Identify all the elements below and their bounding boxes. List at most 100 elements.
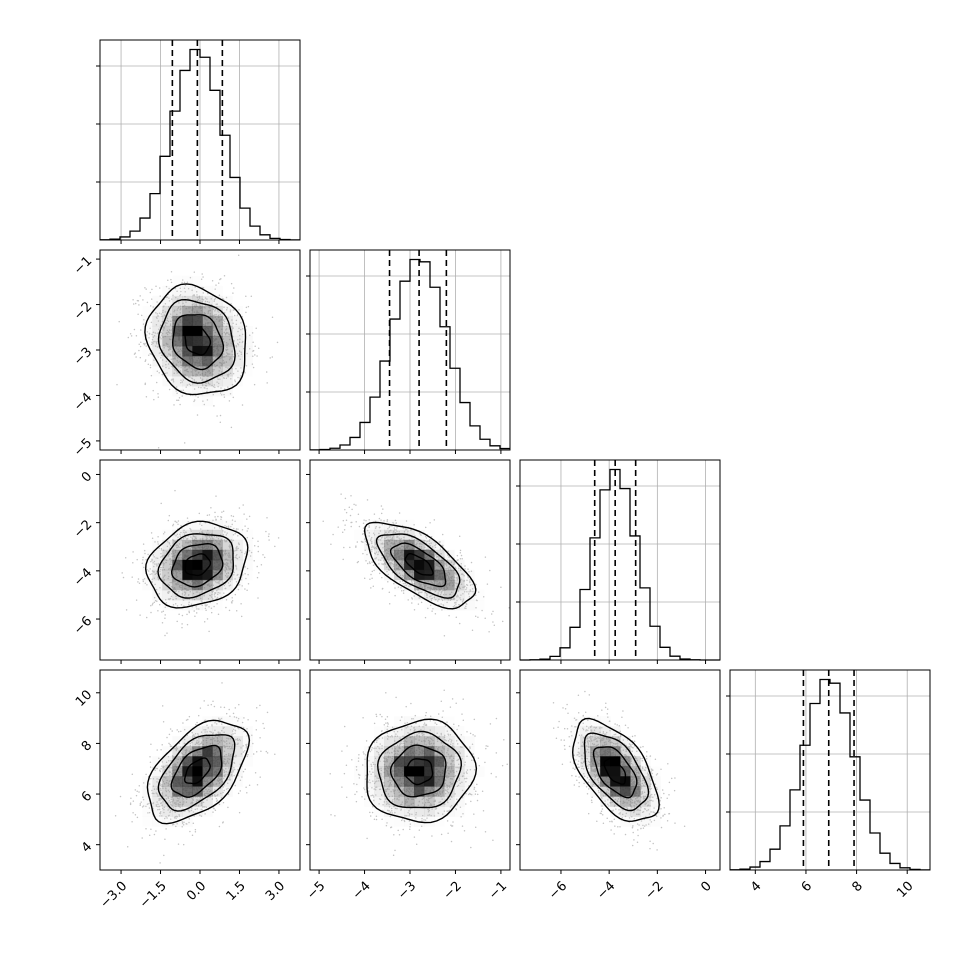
density-cell	[414, 796, 425, 807]
density-cell	[580, 726, 591, 737]
density-cell	[182, 385, 193, 397]
density-cell	[162, 355, 173, 367]
density-cell	[232, 355, 243, 367]
density-cell	[202, 726, 213, 737]
density-cell	[232, 736, 243, 747]
density-cell	[434, 559, 445, 571]
density-cell	[152, 796, 163, 807]
density-cell	[212, 569, 223, 581]
density-cell	[162, 529, 173, 541]
density-cell	[192, 365, 203, 377]
density-cell	[414, 529, 425, 541]
density-cell	[242, 355, 253, 367]
density-cell	[192, 589, 203, 601]
density-cell	[570, 726, 581, 737]
density-cell	[424, 766, 435, 777]
density-cell	[454, 589, 465, 601]
density-cell	[222, 335, 233, 347]
y-tick-label: −5	[71, 436, 95, 460]
y-tick-label: −4	[71, 566, 95, 590]
density-cell	[404, 726, 415, 737]
density-cell	[434, 766, 445, 777]
density-cell	[212, 365, 223, 377]
x-tick-label: −3	[395, 879, 419, 903]
density-cell	[182, 816, 193, 827]
density-cell	[172, 796, 183, 807]
density-cell	[384, 776, 395, 787]
density-cell	[172, 539, 183, 551]
density-cell	[232, 529, 243, 541]
x-tick-label: −4	[350, 879, 374, 903]
density-cell	[192, 796, 203, 807]
density-cell	[630, 796, 641, 807]
density-cell	[192, 385, 203, 397]
density-cell	[232, 519, 243, 531]
density-cell	[610, 796, 621, 807]
density-cell	[182, 776, 193, 787]
density-cell	[404, 549, 415, 561]
density-cell	[182, 285, 193, 297]
density-cell	[620, 806, 631, 817]
density-cell	[404, 519, 415, 531]
density-cell	[414, 766, 425, 777]
density-cell	[394, 786, 405, 797]
density-cell	[404, 786, 415, 797]
density-cell	[222, 716, 233, 727]
density-cell	[192, 305, 203, 317]
density-cell	[610, 746, 621, 757]
contour-0	[184, 757, 211, 785]
density-cell	[364, 519, 375, 531]
density-cell	[384, 816, 395, 827]
density-cell	[222, 385, 233, 397]
density-cell	[232, 776, 243, 787]
x-tick-label: −2	[642, 879, 666, 903]
density-cell	[212, 716, 223, 727]
density-cell	[152, 305, 163, 317]
x-tick-label: 0	[698, 879, 714, 895]
density-cell	[212, 786, 223, 797]
density-cell	[242, 325, 253, 337]
density-cell	[202, 589, 213, 601]
density-cell	[202, 385, 213, 397]
density-cell	[464, 736, 475, 747]
density-cell	[222, 746, 233, 757]
density-cell	[424, 816, 435, 827]
density-cell	[394, 806, 405, 817]
density-cell	[374, 726, 385, 737]
density-cell	[142, 806, 153, 817]
density-cell	[212, 589, 223, 601]
density-cell	[202, 335, 213, 347]
density-cell	[192, 315, 203, 327]
density-cell	[162, 325, 173, 337]
density-cell	[182, 305, 193, 317]
x-tick-label: −4	[594, 879, 618, 903]
density-cell	[364, 746, 375, 757]
density-cell	[162, 305, 173, 317]
density-cell	[212, 579, 223, 591]
density-cell	[172, 529, 183, 541]
density-cell	[232, 325, 243, 337]
density-cell	[232, 315, 243, 327]
density-cell	[152, 569, 163, 581]
density-cell	[202, 549, 213, 561]
density-cell	[404, 766, 415, 777]
density-cell	[242, 549, 253, 561]
density-cell	[162, 285, 173, 297]
density-cell	[202, 365, 213, 377]
density-cell	[570, 746, 581, 757]
scatter-frame	[519, 669, 721, 871]
density-cell	[212, 746, 223, 757]
density-cell	[152, 559, 163, 571]
density-cell	[444, 736, 455, 747]
density-cell	[424, 746, 435, 757]
density-cell	[434, 776, 445, 787]
density-cell	[424, 806, 435, 817]
y-tick-label: −6	[71, 614, 95, 638]
histogram-step	[520, 468, 720, 661]
density-cell	[152, 549, 163, 561]
density-cell	[630, 776, 641, 787]
density-cell	[374, 766, 385, 777]
density-cell	[384, 746, 395, 757]
histogram-step	[730, 678, 930, 871]
